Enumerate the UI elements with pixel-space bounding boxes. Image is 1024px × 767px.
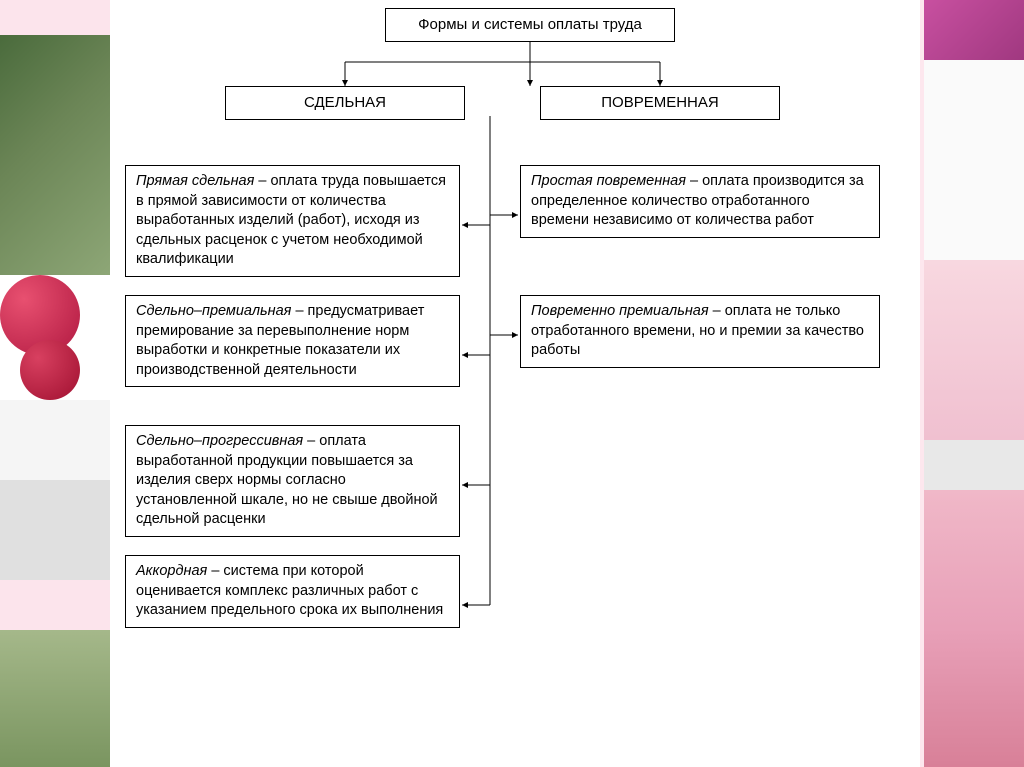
category-right-text: ПОВРЕМЕННАЯ — [601, 94, 718, 111]
detail-l3: Сдельно–прогрессивная – оплата выработан… — [125, 425, 460, 537]
bg-left-panel — [0, 0, 120, 767]
detail-l4-lead: Аккордная — [136, 563, 207, 579]
detail-l2: Сдельно–премиальная – предусматривает пр… — [125, 295, 460, 387]
category-left: СДЕЛЬНАЯ — [225, 86, 465, 120]
detail-r1-lead: Простая повременная — [531, 173, 686, 189]
detail-l3-lead: Сдельно–прогрессивная — [136, 433, 303, 449]
bg-right-panel — [924, 0, 1024, 767]
detail-l2-lead: Сдельно–премиальная — [136, 303, 291, 319]
detail-r2: Повременно премиальная – оплата не тольк… — [520, 295, 880, 368]
root-node: Формы и системы оплаты труда — [385, 8, 675, 42]
root-text: Формы и системы оплаты труда — [418, 16, 642, 33]
detail-l1-lead: Прямая сдельная — [136, 173, 254, 189]
diagram-content: Формы и системы оплаты труда СДЕЛЬНАЯ ПО… — [110, 0, 920, 767]
category-left-text: СДЕЛЬНАЯ — [304, 94, 386, 111]
detail-r2-lead: Повременно премиальная — [531, 303, 709, 319]
detail-l1: Прямая сдельная – оплата труда повышаетс… — [125, 165, 460, 277]
detail-r1: Простая повременная – оплата производитс… — [520, 165, 880, 238]
detail-l4: Аккордная – система при которой оценивае… — [125, 555, 460, 628]
category-right: ПОВРЕМЕННАЯ — [540, 86, 780, 120]
